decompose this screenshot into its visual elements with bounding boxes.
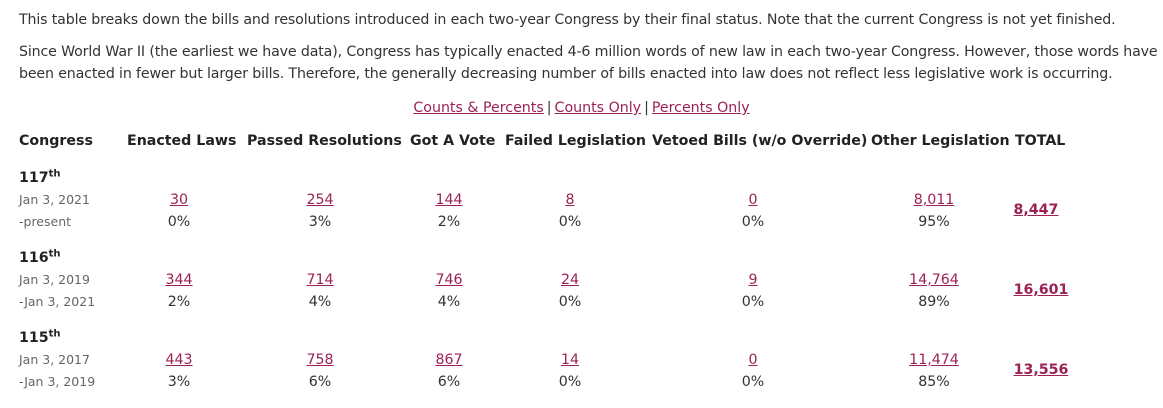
enacted-laws-count-link[interactable]: 30 [169, 192, 189, 208]
counts-only-link[interactable]: Counts Only [554, 100, 642, 116]
failed-legislation-cell: 14 0% [520, 349, 620, 393]
passed-resolutions-count-link[interactable]: 758 [306, 352, 334, 368]
total-cell: 8,447 [996, 200, 1076, 220]
col-header-enacted-laws: Enacted Laws [127, 133, 237, 149]
vetoed-bills-percent: 0% [741, 374, 765, 390]
total-count-link[interactable]: 13,556 [1013, 362, 1069, 378]
got-a-vote-percent: 2% [437, 214, 461, 230]
enacted-laws-percent: 2% [167, 294, 191, 310]
enacted-laws-percent: 3% [167, 374, 191, 390]
vetoed-bills-cell: 9 0% [703, 269, 803, 313]
enacted-laws-count-link[interactable]: 443 [165, 352, 193, 368]
congress-start-date: Jan 3, 2019 [19, 272, 90, 287]
congress-number: 116th [19, 248, 61, 266]
counts-percents-link[interactable]: Counts & Percents [413, 100, 544, 116]
passed-resolutions-cell: 254 3% [270, 189, 370, 233]
got-a-vote-count-link[interactable]: 867 [435, 352, 463, 368]
passed-resolutions-cell: 714 4% [270, 269, 370, 313]
got-a-vote-cell: 746 4% [399, 269, 499, 313]
other-legislation-cell: 8,011 95% [884, 189, 984, 233]
vetoed-bills-count-link[interactable]: 0 [748, 192, 758, 208]
vetoed-bills-count-link[interactable]: 9 [748, 272, 758, 288]
got-a-vote-percent: 6% [437, 374, 461, 390]
other-legislation-cell: 11,474 85% [884, 349, 984, 393]
view-separator: | [546, 100, 552, 116]
congress-start-date: Jan 3, 2017 [19, 352, 90, 367]
passed-resolutions-count-link[interactable]: 254 [306, 192, 334, 208]
congress-end-date: -Jan 3, 2021 [19, 294, 96, 309]
failed-legislation-count-link[interactable]: 24 [560, 272, 580, 288]
vetoed-bills-percent: 0% [741, 214, 765, 230]
failed-legislation-percent: 0% [558, 294, 582, 310]
vetoed-bills-count-link[interactable]: 0 [748, 352, 758, 368]
passed-resolutions-percent: 4% [308, 294, 332, 310]
enacted-laws-count-link[interactable]: 344 [165, 272, 193, 288]
enacted-laws-percent: 0% [167, 214, 191, 230]
col-header-congress: Congress [19, 133, 93, 149]
col-header-passed-resolutions: Passed Resolutions [247, 133, 402, 149]
got-a-vote-cell: 144 2% [399, 189, 499, 233]
failed-legislation-cell: 8 0% [520, 189, 620, 233]
intro-paragraph-2: Since World War II (the earliest we have… [19, 44, 1158, 82]
table-row: 115th Jan 3, 2017 -Jan 3, 2019 443 3% 758… [0, 328, 1163, 408]
failed-legislation-percent: 0% [558, 374, 582, 390]
failed-legislation-cell: 24 0% [520, 269, 620, 313]
passed-resolutions-percent: 3% [308, 214, 332, 230]
total-count-link[interactable]: 8,447 [1013, 202, 1059, 218]
col-header-vetoed-bills: Vetoed Bills (w/o Override) [652, 133, 868, 149]
table-row: 117th Jan 3, 2021 -present 30 0% 254 3% 14… [0, 168, 1163, 248]
col-header-failed-legislation: Failed Legislation [505, 133, 646, 149]
col-header-other-legislation: Other Legislation [871, 133, 1010, 149]
other-legislation-percent: 95% [918, 214, 950, 230]
passed-resolutions-percent: 6% [308, 374, 332, 390]
got-a-vote-count-link[interactable]: 144 [435, 192, 463, 208]
got-a-vote-cell: 867 6% [399, 349, 499, 393]
failed-legislation-count-link[interactable]: 8 [565, 192, 575, 208]
table-row: 116th Jan 3, 2019 -Jan 3, 2021 344 2% 714… [0, 248, 1163, 328]
got-a-vote-percent: 4% [437, 294, 461, 310]
total-cell: 13,556 [1001, 360, 1081, 380]
vetoed-bills-percent: 0% [741, 294, 765, 310]
congress-end-date: -Jan 3, 2019 [19, 374, 96, 389]
col-header-total: TOTAL [1015, 133, 1066, 149]
other-legislation-cell: 14,764 89% [884, 269, 984, 313]
enacted-laws-cell: 344 2% [129, 269, 229, 313]
got-a-vote-count-link[interactable]: 746 [435, 272, 463, 288]
vetoed-bills-cell: 0 0% [703, 189, 803, 233]
view-separator: | [644, 100, 649, 116]
congress-start-date: Jan 3, 2021 [19, 192, 90, 207]
total-cell: 16,601 [1001, 280, 1081, 300]
enacted-laws-cell: 30 0% [129, 189, 229, 233]
congress-number: 117th [19, 168, 61, 186]
col-header-got-a-vote: Got A Vote [410, 133, 496, 149]
congress-end-date: -present [19, 214, 72, 229]
view-mode-switcher: Counts & Percents | Counts Only | Percents O… [0, 98, 1163, 118]
other-legislation-percent: 89% [918, 294, 950, 310]
percents-only-link[interactable]: Percents Only [651, 100, 750, 116]
intro-paragraph-1: This table breaks down the bills and res… [19, 12, 1116, 28]
failed-legislation-percent: 0% [558, 214, 582, 230]
enacted-laws-cell: 443 3% [129, 349, 229, 393]
other-legislation-count-link[interactable]: 8,011 [913, 192, 955, 208]
vetoed-bills-cell: 0 0% [703, 349, 803, 393]
other-legislation-percent: 85% [918, 374, 950, 390]
other-legislation-count-link[interactable]: 14,764 [909, 272, 959, 288]
passed-resolutions-count-link[interactable]: 714 [306, 272, 334, 288]
congress-number: 115th [19, 328, 61, 346]
failed-legislation-count-link[interactable]: 14 [560, 352, 580, 368]
passed-resolutions-cell: 758 6% [270, 349, 370, 393]
total-count-link[interactable]: 16,601 [1013, 282, 1069, 298]
other-legislation-count-link[interactable]: 11,474 [909, 352, 959, 368]
